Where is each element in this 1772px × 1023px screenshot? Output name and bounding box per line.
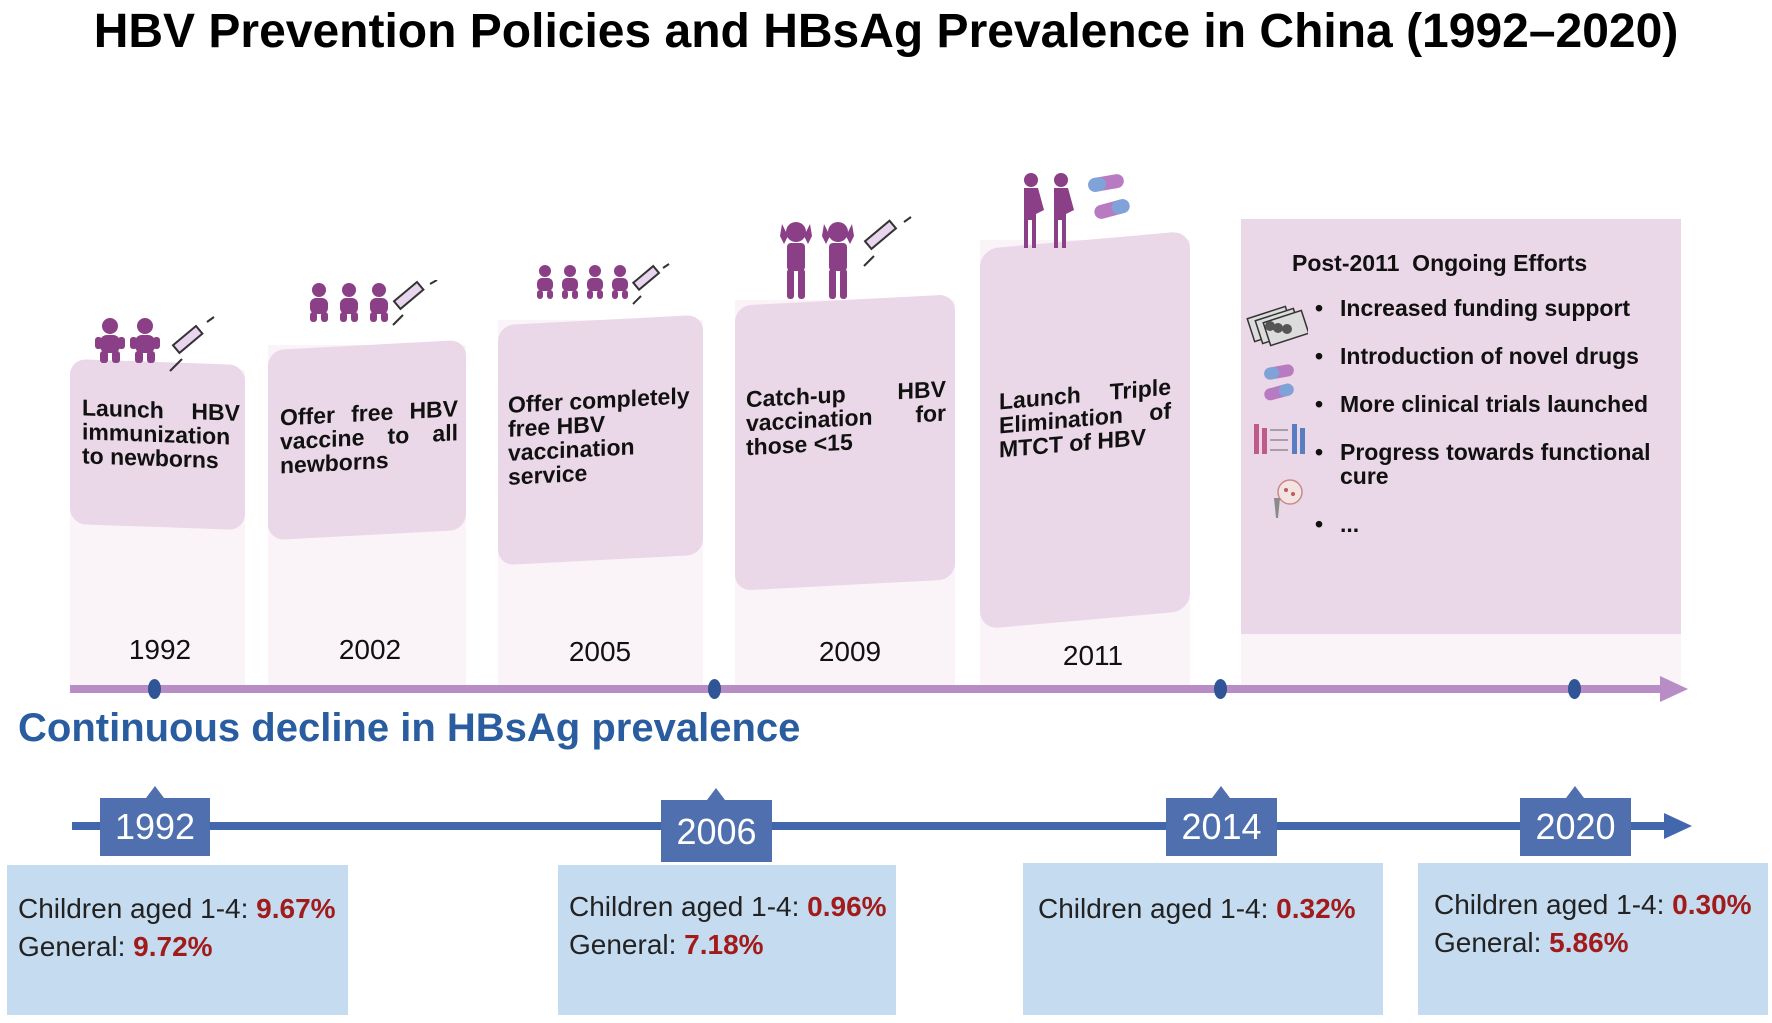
general-label: General:: [18, 931, 134, 962]
list-item: ...: [1312, 512, 1692, 536]
timeline-marker: [1568, 679, 1581, 699]
children-label: Children aged 1-4:: [1434, 889, 1673, 920]
children-value: 9.67%: [256, 893, 336, 924]
timeline-marker: [148, 679, 161, 699]
policy-card-2011: Launch Triple Elimination of MTCT of HBV: [980, 230, 1190, 630]
timeline-tick: [707, 788, 725, 800]
general-label: General:: [569, 929, 685, 960]
policy-card-2002: Offer free HBV vaccine to all newborns: [268, 339, 466, 541]
prevalence-box-2006: Children aged 1-4: 0.96% General: 7.18%: [558, 865, 896, 1015]
children-value: 0.32%: [1276, 893, 1356, 924]
page-title: HBV Prevention Policies and HBsAg Preval…: [93, 5, 1679, 58]
policy-card-2005: Offer completely free HBV vaccination se…: [498, 314, 703, 566]
policy-year-2009: 2009: [818, 636, 882, 667]
pills-icon: [1264, 364, 1294, 401]
post2011-title: Post-2011 Ongoing Efforts: [1292, 250, 1588, 276]
prevalence-box-1992: Children aged 1-4: 9.67% General: 9.72%: [7, 865, 348, 1015]
children-value: 0.30%: [1672, 889, 1752, 920]
cure-icon: [1274, 479, 1303, 518]
prevalence-timeline-arrow: [1664, 813, 1692, 839]
post2011-list: Increased funding support Introduction o…: [1312, 296, 1692, 536]
prevalence-year-2006: 2006: [661, 800, 772, 862]
policy-timeline: [70, 685, 1668, 693]
prevalence-year-1992: 1992: [100, 798, 210, 856]
general-value: 5.86%: [1549, 927, 1629, 958]
policy-year-1992: 1992: [128, 634, 192, 665]
prevalence-timeline: [72, 822, 1672, 830]
policy-column-post2011: [1241, 630, 1681, 685]
policy-year-2002: 2002: [338, 634, 402, 665]
list-item: Increased funding support: [1312, 296, 1692, 344]
timeline-tick: [1566, 786, 1584, 798]
babies-syringe-icon: [310, 280, 438, 326]
babies-syringe-icon: [95, 316, 215, 372]
policy-card-2009: Catch-up HBV vaccination for those <15: [735, 294, 955, 591]
policy-timeline-arrow: [1660, 676, 1688, 702]
list-item: Progress towards functional cure: [1312, 440, 1692, 512]
prevalence-year-2020: 2020: [1520, 798, 1631, 856]
money-icon: [1246, 305, 1308, 347]
children-label: Children aged 1-4:: [18, 893, 257, 924]
policy-year-2011: 2011: [1062, 640, 1124, 671]
general-value: 7.18%: [684, 929, 764, 960]
timeline-tick: [1212, 786, 1230, 798]
list-item: More clinical trials launched: [1312, 392, 1692, 440]
timeline-marker: [1214, 679, 1227, 699]
clinical-trial-icon: [1254, 424, 1305, 454]
general-label: General:: [1434, 927, 1550, 958]
policy-card-1992: Launch HBV immunization to newborns: [70, 358, 245, 531]
pregnant-women-pills-icon: [1024, 173, 1130, 248]
children-value: 0.96%: [807, 891, 887, 922]
timeline-marker: [708, 679, 721, 699]
general-value: 9.72%: [133, 931, 213, 962]
policy-year-2005: 2005: [568, 636, 632, 667]
prevalence-box-2014: Children aged 1-4: 0.32%: [1023, 863, 1383, 1015]
list-item: Introduction of novel drugs: [1312, 344, 1692, 392]
prevalence-box-2020: Children aged 1-4: 0.30% General: 5.86%: [1418, 863, 1768, 1015]
decline-heading: Continuous decline in HBsAg prevalence: [18, 706, 801, 750]
prevalence-year-2014: 2014: [1166, 798, 1277, 856]
children-label: Children aged 1-4:: [1038, 893, 1277, 924]
babies-syringe-icon: [537, 263, 670, 305]
timeline-tick: [146, 786, 164, 798]
policy-line: to newborns: [82, 442, 219, 474]
children-label: Children aged 1-4:: [569, 891, 808, 922]
children-syringe-icon: [780, 216, 912, 299]
